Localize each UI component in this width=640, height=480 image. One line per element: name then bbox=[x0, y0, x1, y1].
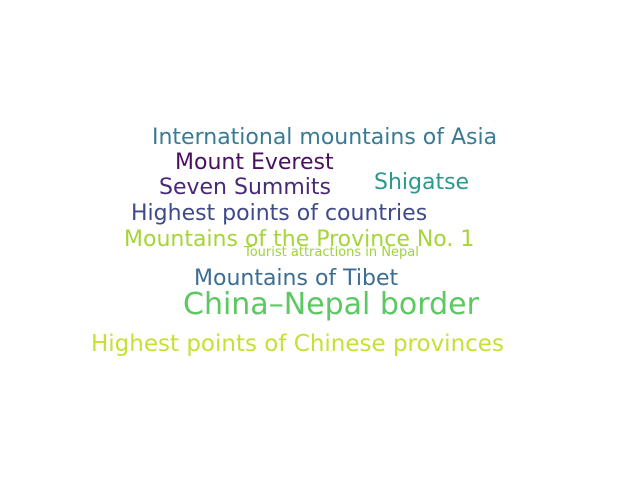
cloud-word: Seven Summits bbox=[159, 175, 331, 200]
cloud-word: Mountains of the Province No. 1 bbox=[124, 227, 475, 252]
cloud-word: Shigatse bbox=[374, 170, 470, 195]
cloud-word: Mount Everest bbox=[175, 150, 334, 175]
cloud-word: China–Nepal border bbox=[183, 287, 479, 322]
cloud-word: Mountains of Tibet bbox=[194, 266, 399, 291]
cloud-word: Highest points of Chinese provinces bbox=[91, 331, 504, 357]
cloud-word: International mountains of Asia bbox=[152, 125, 498, 150]
cloud-word: Highest points of countries bbox=[131, 201, 428, 226]
cloud-word: Tourist attractions in Nepal bbox=[244, 245, 419, 260]
